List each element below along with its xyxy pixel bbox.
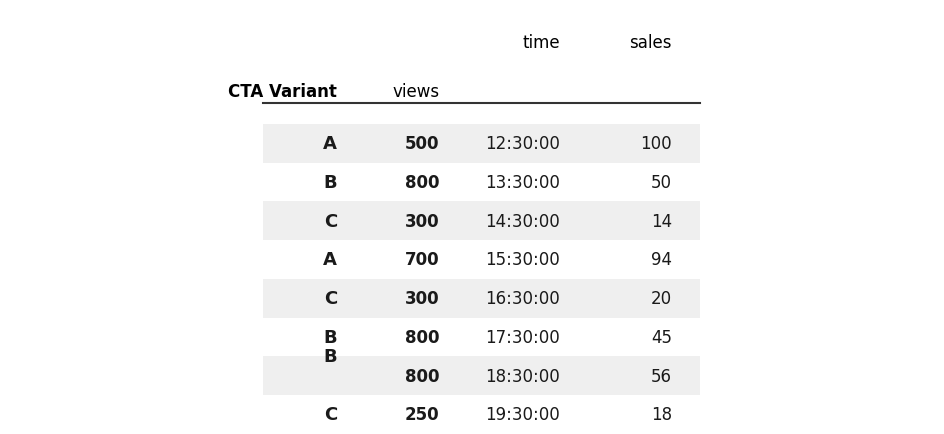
Text: 12:30:00: 12:30:00 [485,135,561,153]
Text: A: A [323,135,337,153]
Text: 100: 100 [640,135,672,153]
Text: B: B [324,348,337,365]
FancyBboxPatch shape [7,318,262,356]
Text: B: B [324,174,337,191]
Text: 300: 300 [405,289,440,307]
Text: CTA Variant: CTA Variant [228,82,337,101]
Text: 15:30:00: 15:30:00 [485,251,561,269]
Text: 45: 45 [651,328,672,346]
Text: 800: 800 [405,367,440,385]
Text: 250: 250 [405,405,440,424]
Text: 50: 50 [651,174,672,191]
FancyBboxPatch shape [262,202,700,240]
FancyBboxPatch shape [262,279,700,318]
Text: 500: 500 [405,135,440,153]
Text: 94: 94 [651,251,672,269]
Text: 18:30:00: 18:30:00 [485,367,561,385]
Text: 14: 14 [650,212,672,230]
Text: 20: 20 [650,289,672,307]
Text: C: C [324,212,337,230]
Text: 800: 800 [405,174,440,191]
Text: time: time [523,34,561,52]
Text: C: C [324,289,337,307]
Text: 700: 700 [405,251,440,269]
Text: 16:30:00: 16:30:00 [485,289,561,307]
FancyBboxPatch shape [262,356,700,395]
Text: sales: sales [630,34,672,52]
Text: C: C [324,405,337,424]
Text: views: views [393,82,440,101]
Text: 13:30:00: 13:30:00 [485,174,561,191]
Text: 17:30:00: 17:30:00 [485,328,561,346]
Text: 19:30:00: 19:30:00 [485,405,561,424]
Text: 56: 56 [651,367,672,385]
Text: B: B [324,328,337,346]
Text: 14:30:00: 14:30:00 [485,212,561,230]
Text: 300: 300 [405,212,440,230]
Text: 18: 18 [650,405,672,424]
FancyBboxPatch shape [262,125,700,163]
Text: A: A [323,251,337,269]
Text: 800: 800 [405,328,440,346]
